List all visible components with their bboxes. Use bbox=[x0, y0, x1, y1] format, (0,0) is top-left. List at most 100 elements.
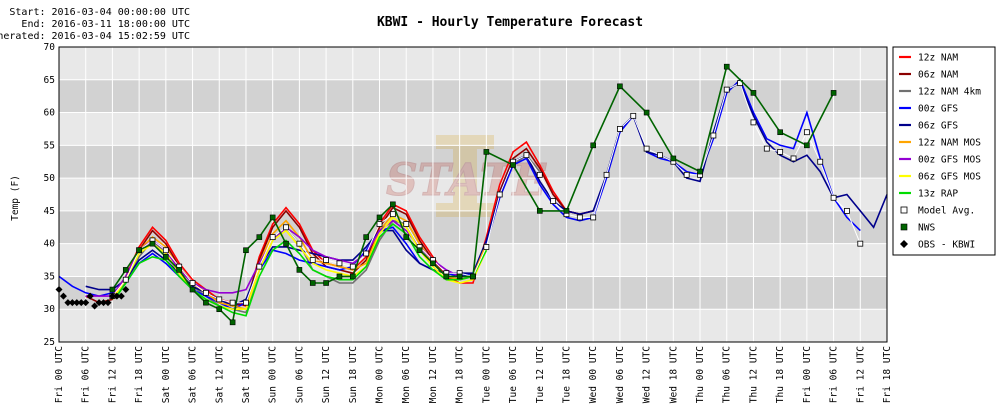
x-tick-label: Sat 18 UTC bbox=[241, 346, 252, 403]
data-point bbox=[95, 299, 103, 307]
plot-band bbox=[59, 79, 887, 113]
data-point bbox=[603, 171, 610, 178]
header-start: Start: 2016-03-04 00:00:00 UTC bbox=[9, 7, 190, 18]
y-tick-label: 40 bbox=[44, 239, 56, 250]
legend-item: 00z GFS bbox=[899, 104, 958, 115]
legend-label: 12z NAM bbox=[918, 53, 958, 64]
data-point bbox=[830, 90, 837, 96]
x-tick-label: Sat 06 UTC bbox=[188, 346, 199, 403]
legend-label: 00z GFS MOS bbox=[918, 155, 981, 166]
x-tick-label: Tue 06 UTC bbox=[508, 346, 519, 403]
data-point bbox=[309, 280, 316, 286]
svg-text:STATE: STATE bbox=[386, 155, 548, 206]
data-point bbox=[750, 90, 757, 96]
legend-item: 12z NAM MOS bbox=[899, 138, 981, 149]
x-tick-label: Thu 18 UTC bbox=[775, 346, 786, 403]
data-point bbox=[82, 299, 90, 307]
plot-band bbox=[59, 47, 887, 80]
legend-item: 06z GFS bbox=[899, 121, 958, 132]
data-point bbox=[803, 129, 810, 136]
data-point bbox=[229, 299, 236, 306]
legend-item: 00z GFS MOS bbox=[899, 155, 981, 166]
data-point bbox=[670, 155, 677, 162]
data-point bbox=[283, 224, 289, 231]
data-point bbox=[86, 292, 94, 300]
data-point bbox=[576, 214, 583, 221]
x-tick-label: Fri 12 UTC bbox=[107, 346, 118, 403]
x-tick-label: Tue 18 UTC bbox=[561, 346, 572, 403]
data-point bbox=[336, 260, 343, 267]
legend-label: 06z NAM bbox=[918, 70, 958, 81]
legend-item: Model Avg. bbox=[900, 206, 975, 217]
data-point bbox=[149, 240, 156, 247]
data-point bbox=[216, 306, 223, 313]
series-line bbox=[116, 222, 488, 317]
legend-item: 13z RAP bbox=[899, 189, 958, 200]
x-tick-label: Fri 00 UTC bbox=[802, 346, 813, 403]
data-point bbox=[163, 253, 169, 260]
x-tick-label: Tue 00 UTC bbox=[481, 346, 492, 403]
legend-item: 12z NAM 4km bbox=[899, 87, 981, 98]
data-point bbox=[763, 145, 770, 152]
x-tick-label: Fri 18 UTC bbox=[134, 346, 145, 403]
series-obs-kbwi bbox=[55, 286, 130, 310]
data-point bbox=[550, 198, 557, 204]
data-point bbox=[91, 302, 99, 310]
data-point bbox=[657, 152, 663, 159]
legend-swatch bbox=[900, 206, 908, 214]
x-tick-label: Mon 12 UTC bbox=[428, 346, 439, 403]
x-tick-label: Thu 06 UTC bbox=[722, 346, 733, 403]
data-point bbox=[323, 280, 329, 286]
data-point bbox=[750, 119, 757, 126]
legend-item: 06z GFS MOS bbox=[899, 172, 981, 183]
x-tick-label: Mon 06 UTC bbox=[401, 346, 412, 403]
data-point bbox=[483, 244, 490, 250]
data-point bbox=[857, 240, 864, 247]
y-axis-label: Temp (F) bbox=[10, 175, 21, 221]
y-axis-ticks: 25 30 35 40 45 50 55 60 65 70 bbox=[44, 42, 56, 348]
data-point bbox=[416, 247, 423, 254]
chart-title: KBWI - Hourly Temperature Forecast bbox=[377, 15, 643, 30]
data-point bbox=[136, 247, 142, 254]
data-point bbox=[643, 109, 650, 116]
data-point bbox=[403, 234, 410, 240]
data-point bbox=[122, 286, 130, 294]
x-tick-label: Fri 12 UTC bbox=[855, 346, 866, 403]
data-point bbox=[723, 63, 730, 70]
legend-label: OBS - KBWI bbox=[918, 240, 975, 251]
data-point bbox=[109, 286, 116, 293]
data-point bbox=[104, 299, 112, 307]
data-point bbox=[390, 201, 396, 208]
x-tick-label: Wed 00 UTC bbox=[588, 346, 599, 403]
series-nws bbox=[109, 63, 837, 326]
data-point bbox=[844, 207, 850, 214]
series-13z-rap bbox=[116, 222, 488, 317]
data-point bbox=[309, 257, 316, 263]
legend-label: 12z NAM 4km bbox=[918, 87, 981, 98]
data-point bbox=[443, 273, 450, 280]
data-point bbox=[723, 86, 730, 93]
data-point bbox=[189, 286, 196, 293]
data-point bbox=[456, 273, 463, 280]
data-point bbox=[350, 273, 356, 280]
legend-label: 06z GFS MOS bbox=[918, 172, 981, 183]
legend-item: NWS bbox=[900, 223, 935, 234]
y-tick-label: 55 bbox=[44, 140, 55, 151]
data-point bbox=[336, 273, 343, 280]
data-point bbox=[376, 214, 383, 221]
data-point bbox=[697, 168, 703, 175]
data-point bbox=[683, 171, 690, 178]
data-point bbox=[269, 234, 276, 241]
data-point bbox=[496, 191, 503, 198]
data-point bbox=[117, 292, 125, 300]
y-tick-label: 50 bbox=[44, 173, 56, 184]
data-point bbox=[590, 214, 597, 221]
data-point bbox=[216, 296, 223, 303]
x-tick-label: Fri 18 UTC bbox=[882, 346, 893, 403]
legend-item: 06z NAM bbox=[899, 70, 958, 81]
data-point bbox=[510, 162, 516, 168]
data-point bbox=[64, 299, 72, 307]
x-tick-label: Sun 00 UTC bbox=[268, 346, 279, 403]
plot-band bbox=[59, 178, 887, 211]
data-point bbox=[122, 276, 129, 283]
